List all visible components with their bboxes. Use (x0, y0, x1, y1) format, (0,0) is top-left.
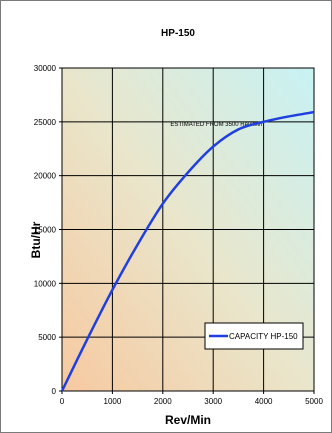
y-tick-label: 15000 (34, 226, 57, 235)
y-tick-label: 30000 (34, 64, 57, 73)
x-tick-label: 0 (60, 397, 65, 406)
x-tick-label: 3000 (204, 397, 222, 406)
chart-title: HP-150 (161, 28, 195, 39)
y-tick-label: 10000 (34, 279, 57, 288)
y-tick-label: 20000 (34, 172, 57, 181)
legend-label-capacity: CAPACITY HP-150 (229, 332, 298, 341)
x-axis-ticks: 0 1000 2000 3000 4000 5000 (60, 391, 323, 406)
legend: CAPACITY HP-150 (204, 322, 304, 350)
y-tick-label: 5000 (38, 333, 56, 342)
x-tick-label: 1000 (104, 397, 122, 406)
y-tick-label: 25000 (34, 118, 57, 127)
x-axis-label: Rev/Min (165, 413, 211, 427)
chart-annotation: ESTIMATED FROM 3500 Rev/Min (170, 122, 262, 128)
y-tick-label: 0 (52, 387, 57, 396)
series-line-0 (60, 110, 315, 392)
y-axis-ticks: 0 5000 10000 15000 20000 25000 30000 (34, 64, 62, 396)
x-tick-label: 4000 (255, 397, 273, 406)
series-group (60, 110, 315, 392)
x-tick-label: 2000 (154, 397, 172, 406)
x-tick-label: 5000 (305, 397, 323, 406)
y-axis-label: Btu/Hr (29, 221, 43, 258)
